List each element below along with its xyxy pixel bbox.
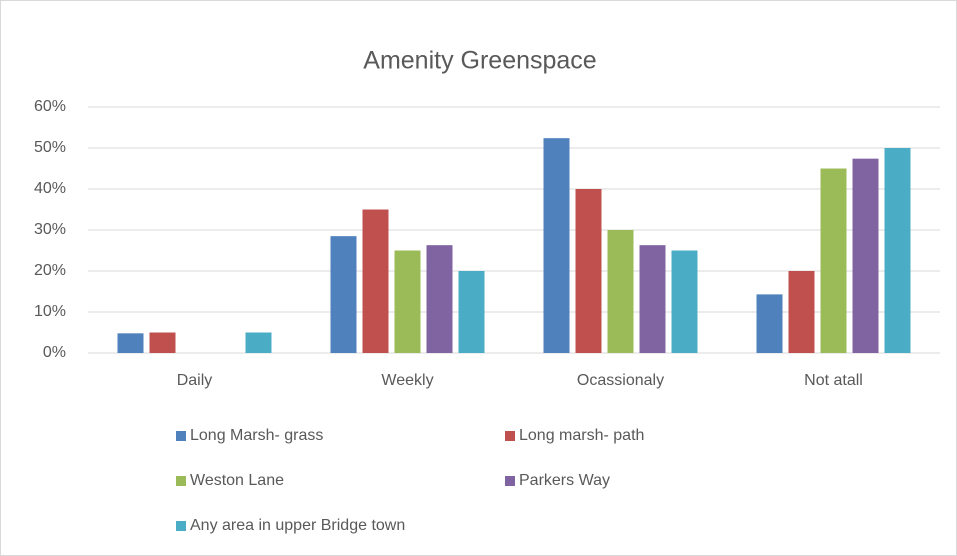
- bar: [149, 332, 176, 353]
- legend-label: Weston Lane: [190, 472, 284, 489]
- x-tick-label: Weekly: [381, 372, 433, 389]
- legend-swatch: [505, 431, 515, 441]
- y-tick-label: 60%: [34, 98, 66, 115]
- bar: [245, 332, 272, 353]
- x-tick-label: Ocassionaly: [577, 372, 664, 389]
- bar: [426, 245, 453, 353]
- bar: [394, 250, 421, 353]
- legend-swatch: [176, 476, 186, 486]
- legend-label: Parkers Way: [519, 472, 610, 489]
- legend-swatch: [176, 431, 186, 441]
- bar: [788, 271, 815, 353]
- y-tick-label: 0%: [43, 344, 66, 361]
- legend-label: Long Marsh- grass: [190, 427, 323, 444]
- legend-label: Any area in upper Bridge town: [190, 517, 405, 534]
- bar: [362, 209, 389, 353]
- bar: [330, 236, 357, 353]
- bar: [820, 168, 847, 353]
- x-tick-label: Not atall: [804, 372, 863, 389]
- bar: [117, 333, 144, 353]
- legend-label: Long marsh- path: [519, 427, 644, 444]
- bar: [543, 138, 570, 353]
- bar: [756, 294, 783, 353]
- y-tick-label: 30%: [34, 221, 66, 238]
- bar: [884, 148, 911, 353]
- y-tick-label: 10%: [34, 303, 66, 320]
- bar: [607, 230, 634, 353]
- bar: [458, 271, 485, 353]
- y-tick-label: 20%: [34, 262, 66, 279]
- legend-swatch: [505, 476, 515, 486]
- bar: [671, 250, 698, 353]
- bar: [575, 189, 602, 353]
- chart-title: Amenity Greenspace: [363, 47, 596, 75]
- legend-swatch: [176, 521, 186, 531]
- x-tick-label: Daily: [177, 372, 213, 389]
- bar: [639, 245, 666, 353]
- y-tick-label: 50%: [34, 139, 66, 156]
- y-tick-label: 40%: [34, 180, 66, 197]
- bar: [852, 158, 879, 353]
